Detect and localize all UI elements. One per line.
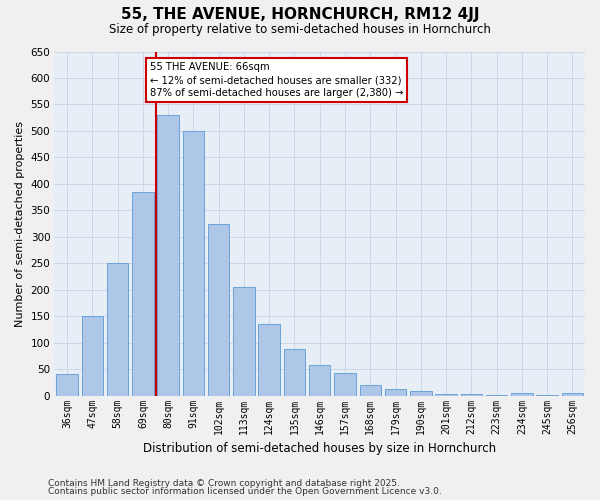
X-axis label: Distribution of semi-detached houses by size in Hornchurch: Distribution of semi-detached houses by … [143,442,496,455]
Text: 55 THE AVENUE: 66sqm
← 12% of semi-detached houses are smaller (332)
87% of semi: 55 THE AVENUE: 66sqm ← 12% of semi-detac… [150,62,403,98]
Bar [309,365,331,396]
Bar [157,115,179,396]
Text: Contains HM Land Registry data © Crown copyright and database right 2025.: Contains HM Land Registry data © Crown c… [48,478,400,488]
Bar [56,374,78,396]
Bar [562,393,583,396]
Text: Size of property relative to semi-detached houses in Hornchurch: Size of property relative to semi-detach… [109,22,491,36]
Bar [82,316,103,396]
Text: Contains public sector information licensed under the Open Government Licence v3: Contains public sector information licen… [48,487,442,496]
Bar [436,394,457,396]
Bar [233,287,254,396]
Text: 55, THE AVENUE, HORNCHURCH, RM12 4JJ: 55, THE AVENUE, HORNCHURCH, RM12 4JJ [121,8,479,22]
Bar [107,264,128,396]
Y-axis label: Number of semi-detached properties: Number of semi-detached properties [15,120,25,326]
Bar [132,192,154,396]
Bar [208,224,229,396]
Bar [284,349,305,396]
Bar [334,374,356,396]
Bar [359,385,381,396]
Bar [259,324,280,396]
Bar [410,392,431,396]
Bar [461,394,482,396]
Bar [385,389,406,396]
Bar [486,394,508,396]
Bar [182,131,204,396]
Bar [536,394,558,396]
Bar [511,393,533,396]
